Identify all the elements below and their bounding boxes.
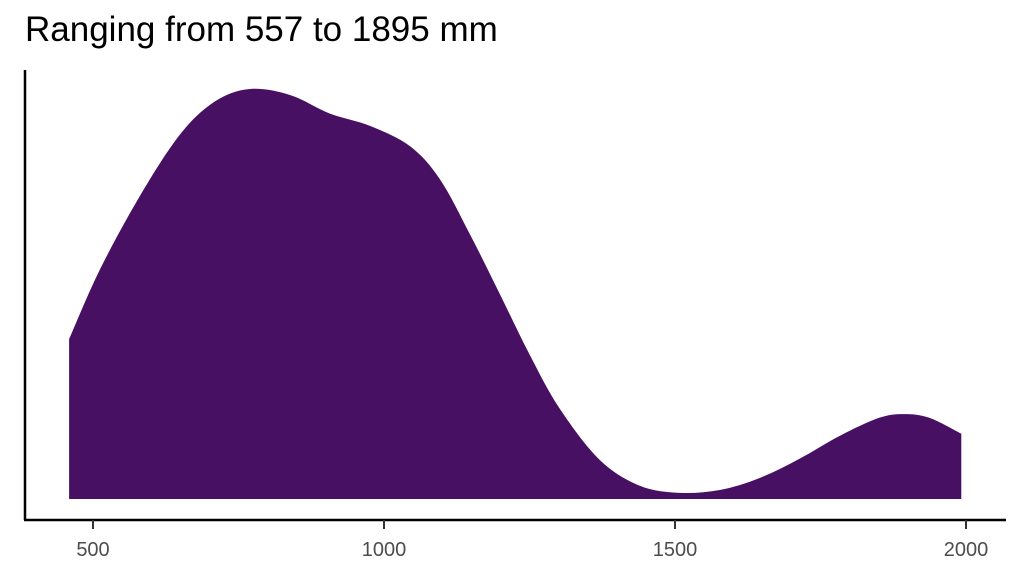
x-tick-label: 500 — [76, 539, 109, 561]
x-tick-label: 1000 — [362, 539, 407, 561]
x-axis-ticks: 500 1000 1500 2000 — [76, 520, 988, 561]
x-tick-label: 2000 — [944, 539, 989, 561]
chart-title: Ranging from 557 to 1895 mm — [25, 10, 498, 49]
density-area — [69, 88, 962, 500]
x-tick-label: 1500 — [653, 539, 698, 561]
